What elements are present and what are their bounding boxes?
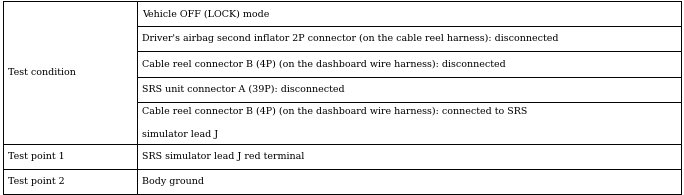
Text: Driver's airbag second inflator 2P connector (on the cable reel harness): discon: Driver's airbag second inflator 2P conne…	[142, 34, 559, 43]
Bar	[137, 102, 681, 144]
Bar	[137, 144, 681, 169]
Bar	[137, 26, 681, 51]
Text: Body ground: Body ground	[142, 177, 205, 186]
Bar	[3, 169, 137, 194]
Text: simulator lead J: simulator lead J	[142, 129, 218, 138]
Bar	[137, 76, 681, 102]
Text: Test condition: Test condition	[8, 68, 76, 77]
Bar	[3, 1, 137, 144]
Text: SRS simulator lead J red terminal: SRS simulator lead J red terminal	[142, 152, 304, 161]
Text: Cable reel connector B (4P) (on the dashboard wire harness): connected to SRS: Cable reel connector B (4P) (on the dash…	[142, 107, 527, 116]
Text: SRS unit connector A (39P): disconnected: SRS unit connector A (39P): disconnected	[142, 85, 345, 94]
Text: Cable reel connector B (4P) (on the dashboard wire harness): disconnected: Cable reel connector B (4P) (on the dash…	[142, 59, 506, 68]
Text: Vehicle OFF (LOCK) mode: Vehicle OFF (LOCK) mode	[142, 9, 269, 18]
Text: Test point 1: Test point 1	[8, 152, 65, 161]
Bar	[137, 169, 681, 194]
Text: Test point 2: Test point 2	[8, 177, 65, 186]
Bar	[3, 144, 137, 169]
Bar	[137, 1, 681, 26]
Bar	[137, 51, 681, 76]
